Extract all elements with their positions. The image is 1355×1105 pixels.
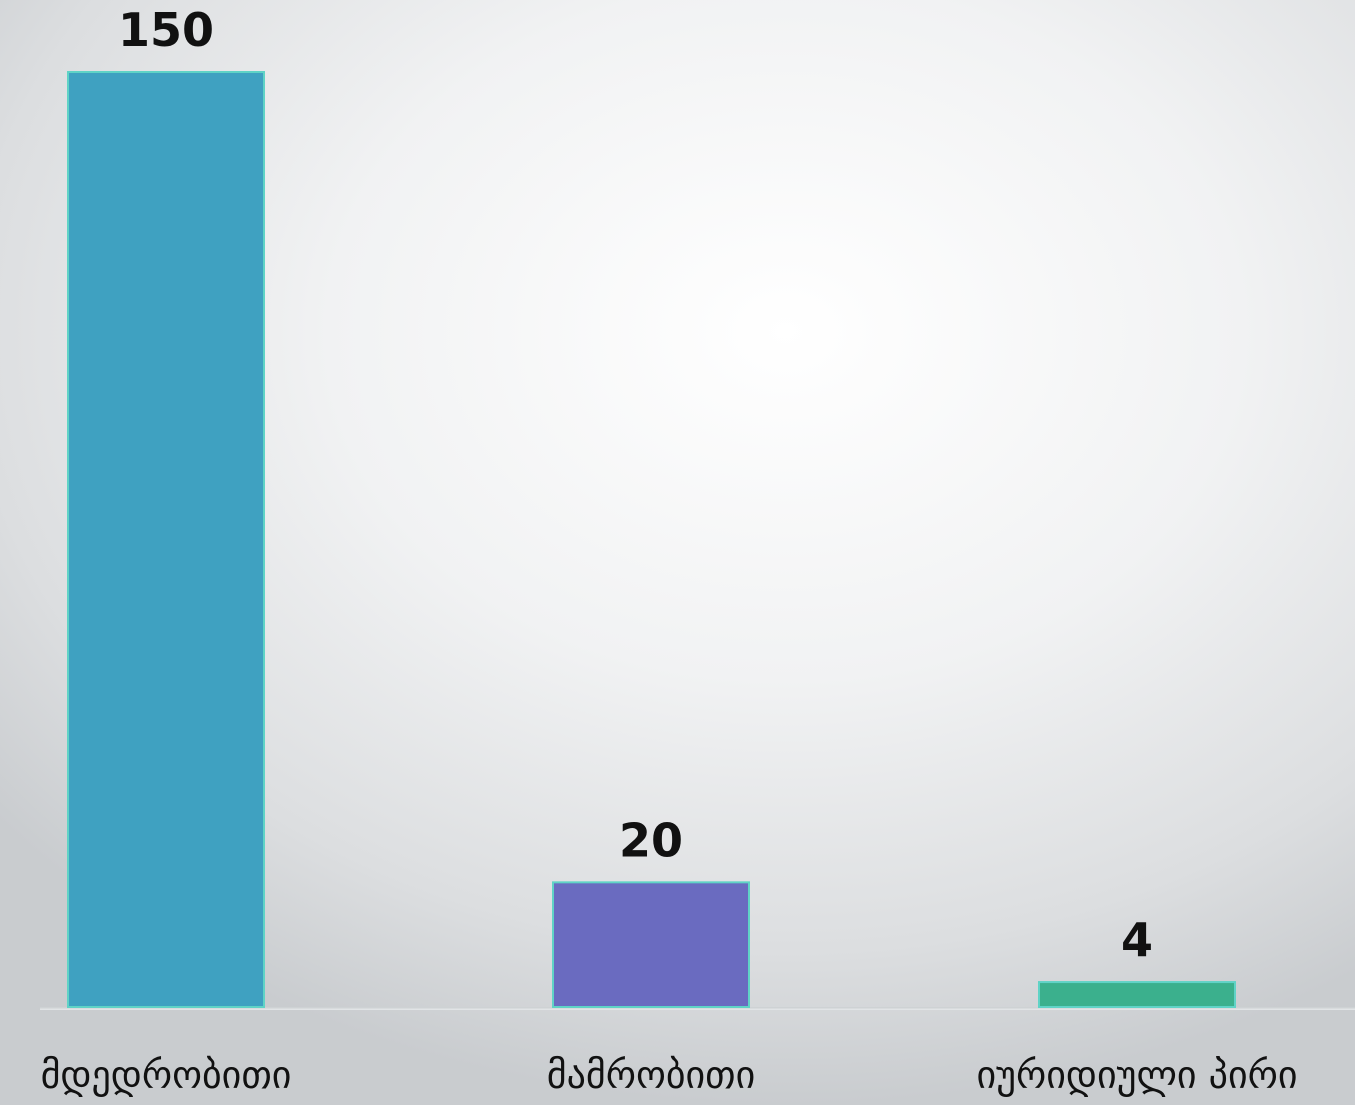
- bar-category-3: [1038, 981, 1236, 1008]
- value-label-category-3: 4: [1121, 913, 1153, 967]
- bars-group: [67, 71, 1236, 1008]
- chart-baseline: [40, 1007, 1355, 1010]
- value-labels-group: 150 20 4: [118, 3, 1153, 967]
- value-label-category-1: 150: [118, 3, 214, 57]
- bar-category-2: [552, 881, 750, 1008]
- category-label-category-2: მამრობითი: [547, 1053, 756, 1097]
- category-label-category-3: იურიდიული პირი: [976, 1053, 1297, 1097]
- category-label-category-1: მდედრობითი: [41, 1053, 292, 1097]
- bar-category-1: [67, 71, 265, 1008]
- value-label-category-2: 20: [619, 813, 683, 867]
- category-labels-group: მდედრობითი მამრობითი იურიდიული პირი: [41, 1053, 1298, 1097]
